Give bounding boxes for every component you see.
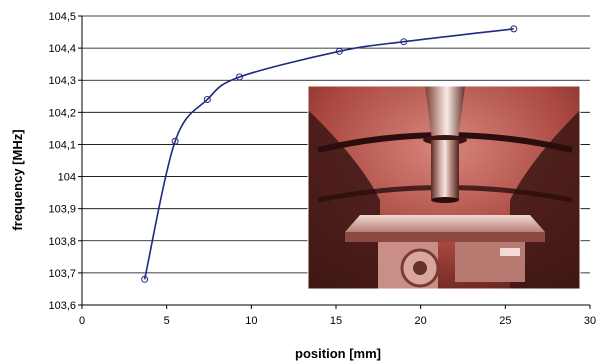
y-tick-label: 103,8 [48,236,76,248]
data-point [203,95,211,103]
y-tick-label: 104 [58,172,76,184]
data-point [335,47,343,55]
data-point [141,275,149,283]
series-line [143,28,514,280]
inset-photo [307,85,581,290]
x-tick-label: 5 [164,315,170,327]
x-tick-label: 15 [330,315,342,327]
data-point [171,137,179,145]
y-axis-label: frequency [MHz] [10,129,25,230]
y-tick-label: 104,1 [48,139,76,151]
y-tick-label: 103,9 [48,204,76,216]
y-tick-label: 104,5 [48,11,76,23]
x-tick-label: 10 [245,315,257,327]
y-tick-label: 104,4 [48,43,76,55]
x-tick-label: 25 [499,315,511,327]
y-tick-label: 103,6 [48,300,76,312]
y-tick-label: 103,7 [48,268,76,280]
data-point [400,38,408,46]
x-tick-label: 30 [584,315,596,327]
data-point [235,73,243,81]
ticks-layer: 103,6 103,7 103,8 103,9 104 104,1 104,2 104,3 10… [48,11,596,327]
y-tick-label: 104,3 [48,75,76,87]
x-tick-label: 20 [415,315,427,327]
data-point [510,25,518,33]
x-axis-label: position [mm] [295,346,381,361]
y-tick-label: 104,2 [48,107,76,119]
series-layer [141,25,518,283]
x-tick-label: 0 [79,315,85,327]
